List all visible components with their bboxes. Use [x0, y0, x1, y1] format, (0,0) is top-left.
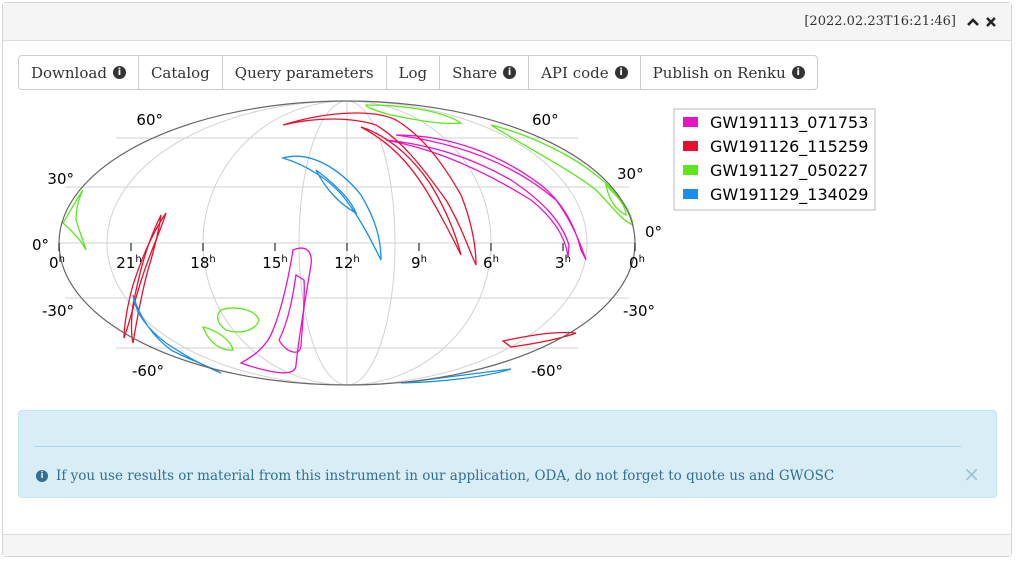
info-icon: i [112, 66, 126, 79]
legend-label: GW191127_050227 [710, 161, 868, 181]
info-icon: i [791, 66, 805, 79]
skymap-contours [62, 104, 634, 384]
alert-close-button[interactable]: × [963, 462, 980, 486]
dec-label: -30° [623, 302, 655, 320]
contour-gw191113 [239, 134, 587, 374]
publish-renku-label: Publish on Renku [652, 63, 786, 82]
result-panel: [2022.02.23T16:21:46] Download i Catalog … [2, 2, 1012, 557]
dec-label: -30° [42, 302, 74, 320]
alert-text: If you use results or material from this… [56, 468, 835, 484]
chevron-up-icon [967, 18, 979, 26]
contour-gw191127 [62, 104, 634, 351]
dec-label: 60° [532, 111, 559, 129]
close-icon [986, 17, 996, 27]
api-code-button[interactable]: API code i [529, 56, 641, 89]
ra-ticks [58, 243, 636, 251]
legend: GW191113_071753 GW191126_115259 GW191127… [673, 108, 876, 211]
dec-label: 0° [32, 236, 49, 254]
catalog-button[interactable]: Catalog [139, 56, 223, 89]
dec-labels-left: 60° 30° 0° -30° -60° [32, 111, 164, 380]
ra-label: 18h [190, 254, 215, 272]
close-button[interactable] [983, 12, 999, 32]
ra-label: 0h [629, 254, 645, 272]
dec-label: -60° [531, 362, 563, 380]
query-parameters-button[interactable]: Query parameters [223, 56, 387, 89]
alert-divider [34, 446, 961, 447]
dec-label: -60° [132, 362, 164, 380]
panel-header: [2022.02.23T16:21:46] [3, 3, 1011, 41]
legend-swatch [683, 141, 698, 151]
dec-labels-right: 60° 30° 0° -30° -60° [531, 111, 662, 380]
ra-label: 21h [116, 254, 141, 272]
dec-label: 30° [47, 170, 74, 188]
skymap-plot: 0h 21h 18h 15h 12h 9h 6h 3h 0h 60° 30° 0… [32, 100, 876, 386]
ra-label: 0h [49, 254, 65, 272]
ra-labels: 0h 21h 18h 15h 12h 9h 6h 3h 0h [49, 254, 645, 272]
download-button[interactable]: Download i [19, 56, 139, 89]
contour-gw191129 [132, 155, 512, 384]
timestamp: [2022.02.23T16:21:46] [804, 14, 956, 29]
ra-label: 9h [411, 254, 427, 272]
dec-label: 60° [136, 111, 163, 129]
log-label: Log [398, 63, 428, 82]
ra-label: 6h [483, 254, 499, 272]
citation-alert: i If you use results or material from th… [18, 410, 997, 498]
info-circle-icon: i [36, 470, 48, 482]
info-icon: i [614, 66, 628, 79]
toolbar: Download i Catalog Query parameters Log S… [18, 55, 818, 90]
log-button[interactable]: Log [387, 56, 441, 89]
panel-footer [3, 534, 1011, 556]
collapse-button[interactable] [965, 12, 981, 32]
legend-label: GW191113_071753 [710, 113, 868, 133]
ra-label: 15h [262, 254, 287, 272]
share-button[interactable]: Share i [440, 56, 530, 89]
legend-swatch [683, 189, 698, 199]
legend-label: GW191129_134029 [710, 185, 868, 205]
api-code-label: API code [541, 63, 609, 82]
download-label: Download [31, 63, 107, 82]
query-parameters-label: Query parameters [234, 63, 374, 82]
ra-label: 3h [555, 254, 571, 272]
ra-label: 12h [334, 254, 359, 272]
catalog-label: Catalog [150, 63, 210, 82]
legend-swatch [683, 117, 698, 127]
contour-gw191126 [123, 112, 577, 348]
info-icon: i [503, 66, 517, 79]
share-label: Share [452, 63, 498, 82]
legend-label: GW191126_115259 [710, 137, 868, 157]
dec-label: 30° [617, 165, 644, 183]
dec-label: 0° [645, 223, 662, 241]
publish-renku-button[interactable]: Publish on Renku i [641, 56, 817, 89]
legend-swatch [683, 165, 698, 175]
